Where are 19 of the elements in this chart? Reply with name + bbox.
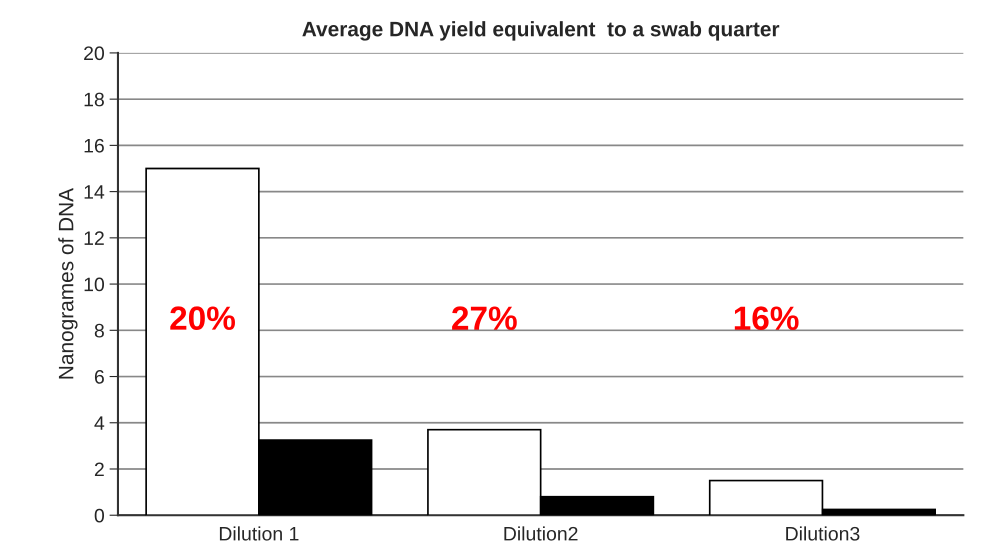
x-tick-label: Dilution3 [786, 526, 860, 541]
y-tick-label: 10 [84, 278, 104, 292]
x-tick-label: Dilution2 [504, 526, 578, 541]
chart-title: Average DNA yield equivalent to a swab quarter [302, 21, 780, 41]
y-tick-label: 2 [94, 462, 104, 476]
y-tick-label: 4 [94, 416, 104, 430]
y-tick-label: 0 [94, 508, 104, 522]
y-tick-label: 18 [84, 92, 104, 106]
x-tick-label: Dilution 1 [220, 526, 298, 541]
y-tick-label: 12 [84, 231, 104, 245]
annotation: 20% [170, 306, 235, 330]
y-tick-label: 14 [84, 185, 104, 199]
y-tick-label: 20 [84, 46, 104, 60]
y-axis-title: Nanogrames of DNA [58, 188, 78, 378]
y-tick-label: 16 [84, 138, 104, 153]
annotation: 27% [452, 306, 517, 330]
y-tick-label: 6 [94, 370, 104, 384]
y-tick-label: 8 [94, 324, 104, 338]
annotation: 16% [734, 306, 799, 330]
